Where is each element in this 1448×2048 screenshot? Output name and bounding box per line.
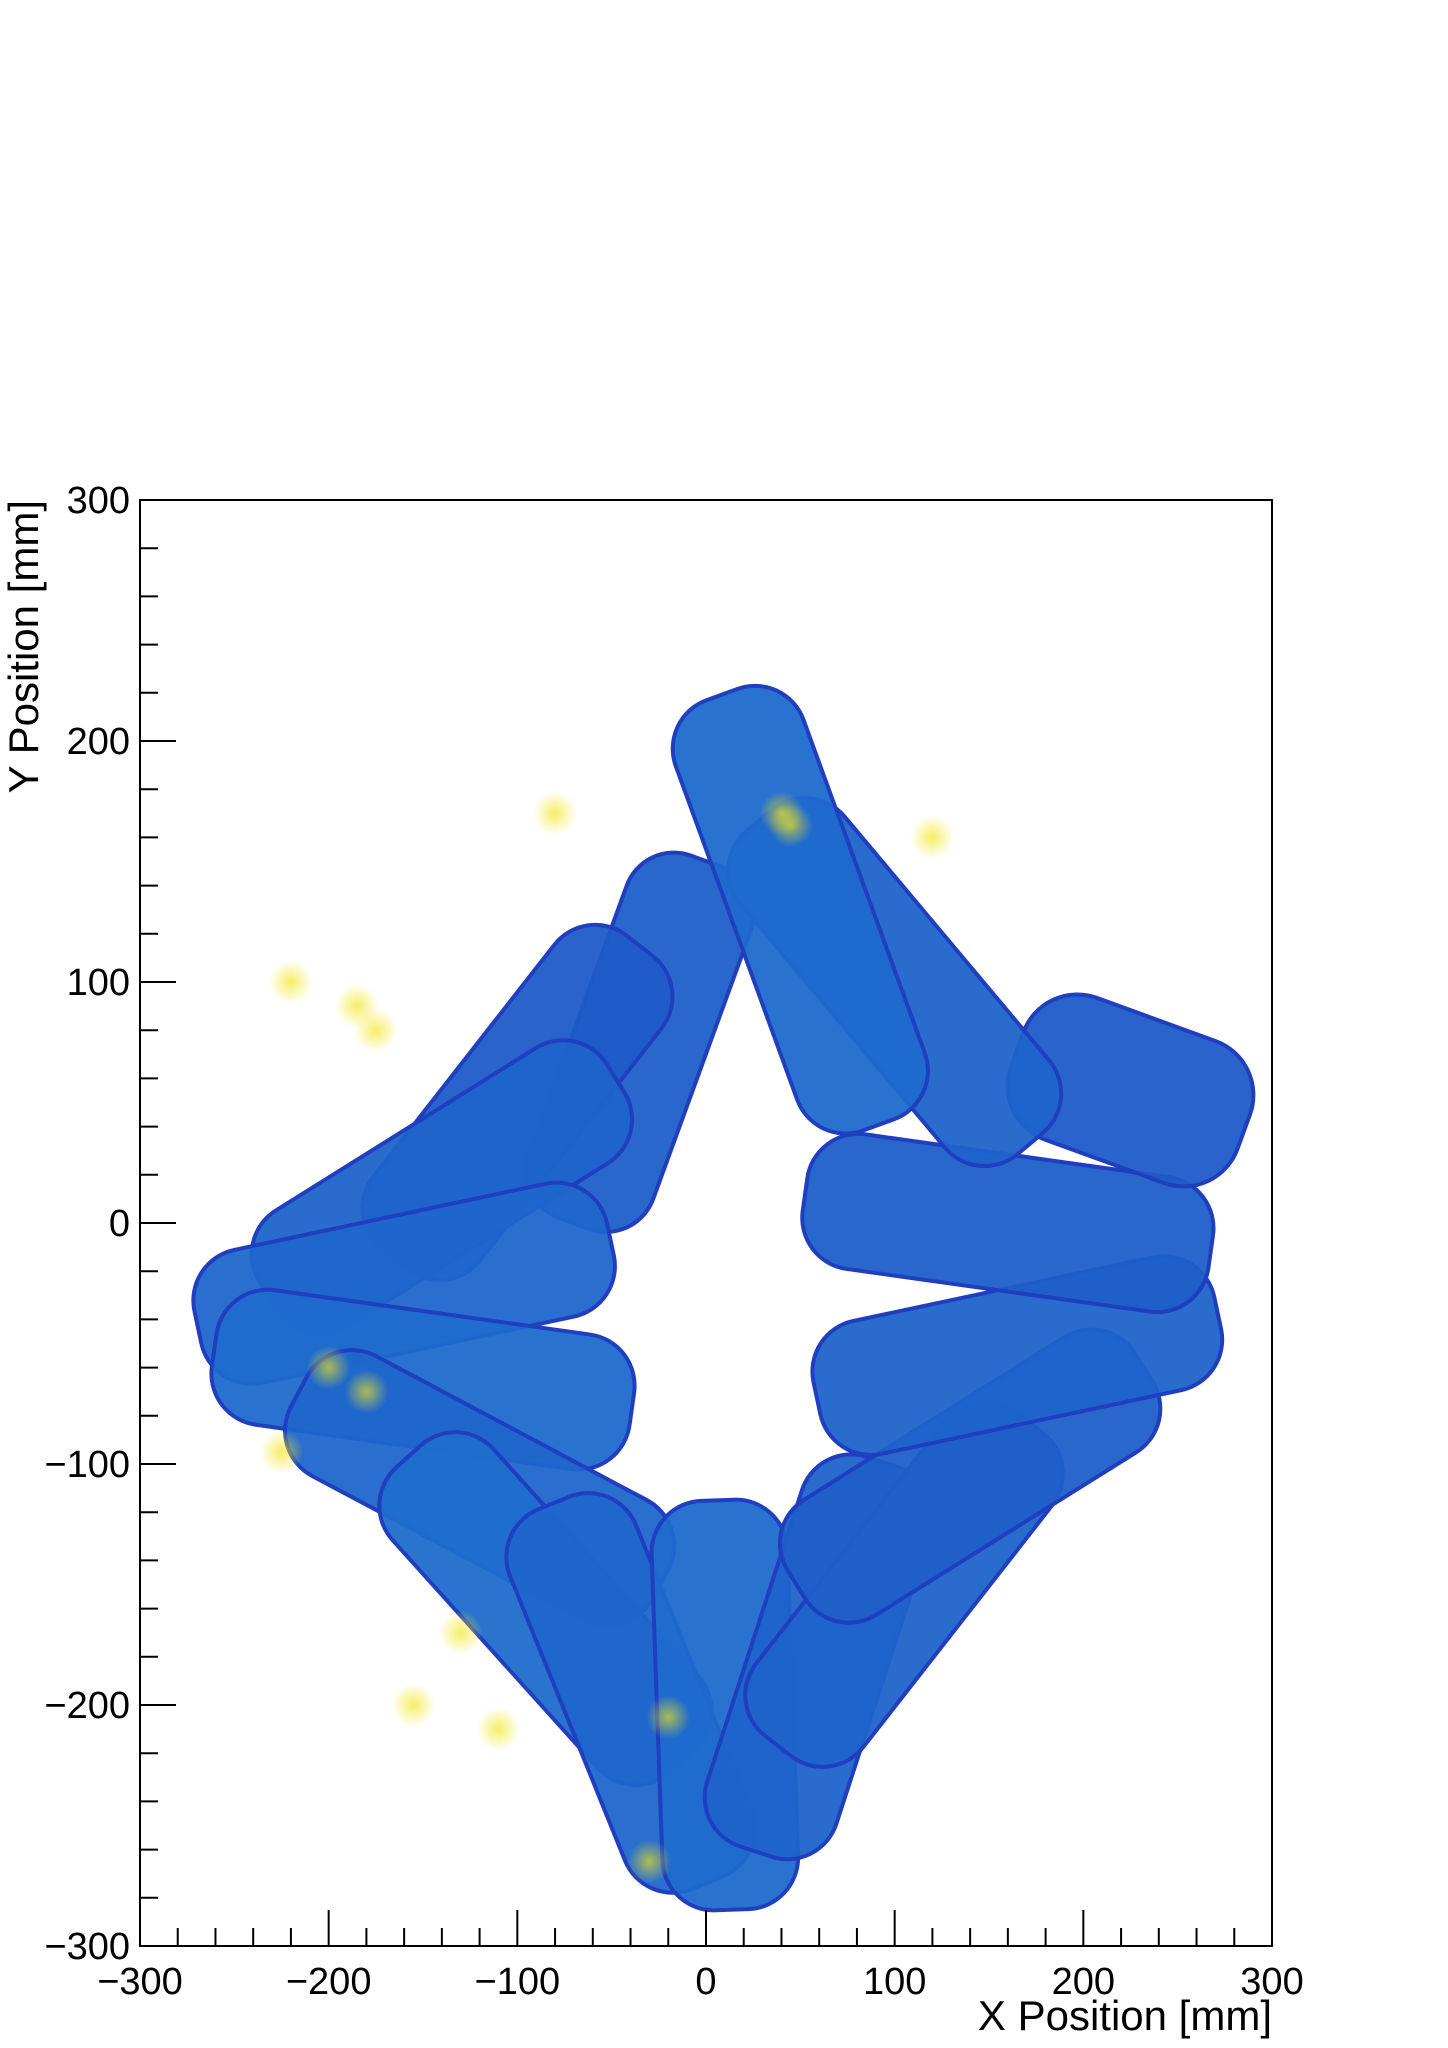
heatmap-hotspot xyxy=(306,1345,351,1390)
y-tick-label: −200 xyxy=(44,1685,130,1727)
heatmap-region xyxy=(670,683,930,1136)
heatmap-hotspot xyxy=(759,791,804,836)
heatmap-hotspot xyxy=(646,1695,691,1740)
y-tick-label: 200 xyxy=(67,721,130,763)
y-axis-label: Y Position [mm] xyxy=(0,500,47,793)
heatmap-hotspot xyxy=(438,1610,483,1655)
x-tick-label: 200 xyxy=(1052,1961,1115,2003)
heatmap-hotspot xyxy=(259,1429,304,1474)
heatmap-hotspot xyxy=(627,1839,672,1884)
tick-labels: −300 −200 −100 0 100 200 300 −300 −200 −100 0 100 20… xyxy=(44,480,1303,2003)
x-tick-label: −200 xyxy=(286,1961,372,2003)
x-tick-label: 0 xyxy=(695,1961,716,2003)
heatmap-hotspot xyxy=(391,1683,436,1727)
x-tick-label: −300 xyxy=(97,1961,183,2003)
y-tick-label: 0 xyxy=(109,1203,130,1245)
y-tick-label: −300 xyxy=(44,1926,130,1968)
x-axis-label: X Position [mm] xyxy=(978,1992,1272,2039)
heatmap-hotspot xyxy=(476,1707,521,1752)
y-tick-label: 300 xyxy=(67,480,130,522)
heatmap-hotspot xyxy=(910,815,955,860)
axis-ticks xyxy=(139,499,1273,1947)
x-tick-label: −100 xyxy=(475,1961,561,2003)
x-tick-label: 100 xyxy=(863,1961,926,2003)
heatmap-hotspot xyxy=(344,1369,389,1414)
heatmap-hotspot xyxy=(353,1008,398,1053)
heatmap-regions xyxy=(191,683,1256,1913)
heatmap-hotspot xyxy=(533,791,578,836)
heatmap-hotspots xyxy=(259,791,955,1884)
y-tick-label: −100 xyxy=(44,1444,130,1486)
heatmap-hotspot xyxy=(268,960,313,1004)
x-tick-label: 300 xyxy=(1240,1961,1303,2003)
y-tick-label: 100 xyxy=(67,962,130,1004)
